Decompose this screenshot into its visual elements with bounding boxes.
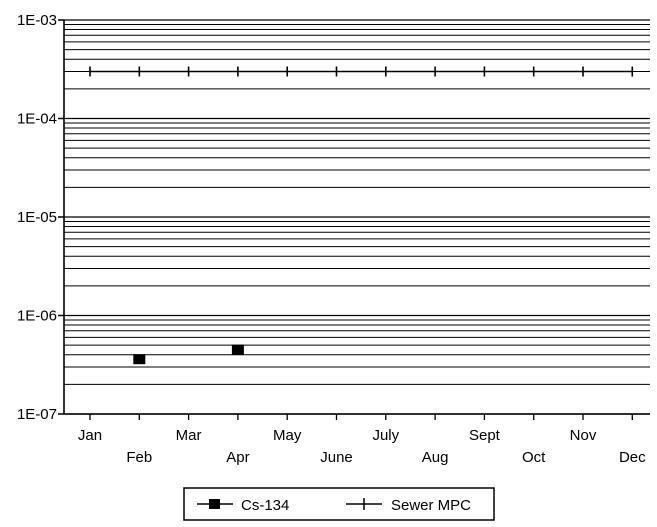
y-tick-labels: 1E-03 1E-04 1E-05 1E-06 1E-07 bbox=[17, 12, 57, 423]
x-tick-label: Dec bbox=[619, 449, 646, 466]
y-tick-label: 1E-04 bbox=[17, 111, 57, 128]
x-tick-label: May bbox=[273, 427, 302, 444]
point-cs134 bbox=[231, 344, 244, 355]
legend: Cs-134 Sewer MPC bbox=[183, 487, 495, 521]
y-tick-label: 1E-03 bbox=[17, 12, 57, 29]
y-tick-label: 1E-06 bbox=[17, 308, 57, 325]
point-cs134 bbox=[133, 354, 146, 365]
x-tick-label: Sept bbox=[469, 427, 501, 444]
axes bbox=[58, 19, 650, 420]
x-tick-label: Aug bbox=[422, 449, 449, 466]
x-tick-label: Jan bbox=[78, 427, 102, 444]
x-tick-label: July bbox=[372, 427, 399, 444]
x-tick-label: Nov bbox=[570, 427, 597, 444]
x-tick-label: Oct bbox=[522, 449, 546, 466]
x-tick-labels: Jan Feb Mar Apr May June July Aug Sept Oct Nov Dec bbox=[78, 427, 646, 466]
legend-item-cs134: Cs-134 bbox=[197, 497, 289, 514]
y-tick-label: 1E-05 bbox=[17, 209, 57, 226]
y-tick-label: 1E-07 bbox=[17, 406, 57, 423]
legend-item-sewer-mpc: Sewer MPC bbox=[346, 497, 471, 514]
legend-box bbox=[183, 487, 495, 521]
series-layer bbox=[89, 66, 634, 365]
legend-marker-cs134 bbox=[209, 499, 220, 509]
x-tick-label: June bbox=[320, 449, 353, 466]
grid-lines bbox=[64, 19, 650, 415]
x-tick-label: Feb bbox=[126, 449, 152, 466]
x-tick-label: Apr bbox=[226, 449, 249, 466]
legend-label-cs134: Cs-134 bbox=[241, 497, 289, 514]
x-tick-label: Mar bbox=[176, 427, 202, 444]
legend-label-sewer-mpc: Sewer MPC bbox=[391, 497, 471, 514]
